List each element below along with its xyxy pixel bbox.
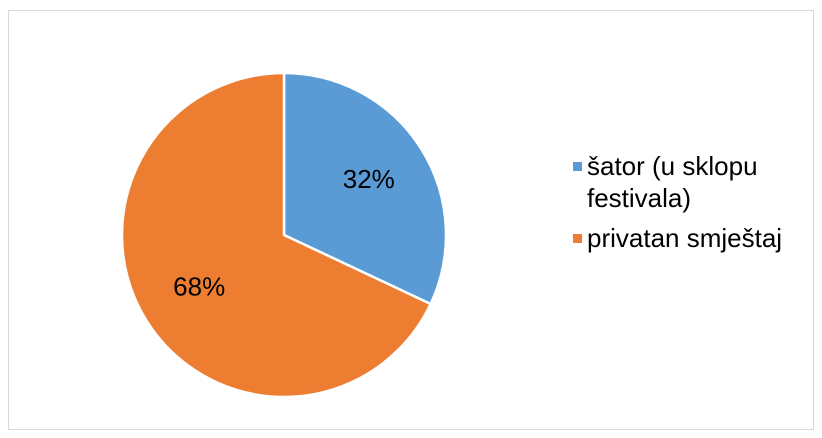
- slice-privatan: [120, 71, 432, 399]
- legend: šator (u sklopu festivala) privatan smje…: [573, 150, 813, 262]
- legend-label-sator: šator (u sklopu festivala): [587, 151, 758, 213]
- legend-item-sator: šator (u sklopu festivala): [573, 150, 813, 214]
- legend-swatch-sator: [573, 162, 582, 171]
- legend-item-privatan: privatan smještaj: [573, 222, 813, 254]
- data-label-sator: 32%: [343, 164, 395, 194]
- legend-swatch-privatan: [573, 234, 582, 243]
- slice-sator: [282, 71, 448, 306]
- legend-label-privatan: privatan smještaj: [587, 223, 783, 253]
- data-label-privatan: 68%: [173, 272, 225, 302]
